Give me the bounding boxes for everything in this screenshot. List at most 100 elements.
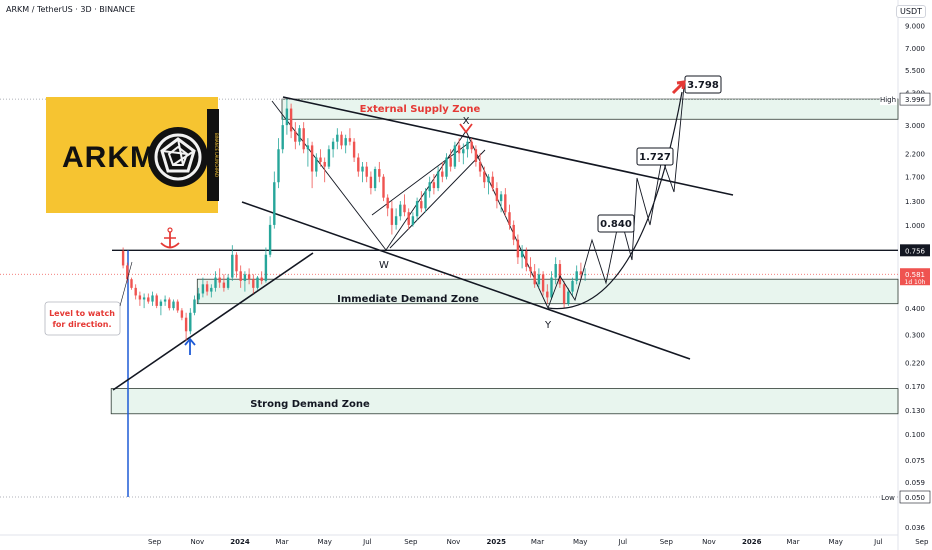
level-callout-line-2: for direction. xyxy=(52,320,111,329)
candle-body xyxy=(256,277,259,288)
candle-body xyxy=(126,265,129,280)
candle-body xyxy=(462,149,465,154)
y-tick-label: 1.300 xyxy=(905,198,925,206)
price-label-value: 0.756 xyxy=(905,247,926,255)
projection-curve xyxy=(547,91,683,310)
y-tick-label: 0.300 xyxy=(905,331,925,339)
candle-body xyxy=(411,216,415,225)
y-tick-label: 5.500 xyxy=(905,67,925,75)
y-tick-label: 0.036 xyxy=(905,524,926,532)
candle-body xyxy=(365,166,368,177)
candle-body xyxy=(449,157,452,167)
candle-body xyxy=(231,254,234,278)
candle-body xyxy=(218,277,221,283)
candle-body xyxy=(390,208,394,225)
candle-body xyxy=(155,295,158,306)
candle-body xyxy=(546,291,549,298)
candle-body xyxy=(361,166,364,172)
x-tick-label: 2025 xyxy=(486,538,506,546)
blue-up-arrow-icon xyxy=(184,337,196,355)
candle-body xyxy=(441,171,444,177)
candle-body xyxy=(525,251,528,267)
price-tag-bg xyxy=(880,492,897,503)
candle-body xyxy=(352,141,356,158)
x-tick-label: Nov xyxy=(190,538,204,546)
candle-body xyxy=(340,134,343,146)
y-tick-label: 1.700 xyxy=(905,174,925,182)
x-tick-label: May xyxy=(828,538,842,546)
candle-body xyxy=(369,176,373,189)
target-label: 0.840 xyxy=(600,219,632,230)
price-label-value: 0.050 xyxy=(905,494,925,502)
price-tag-bg xyxy=(880,94,897,106)
candle-body xyxy=(579,271,583,275)
level-callout-line-1: Level to watch xyxy=(49,309,115,318)
candle-body xyxy=(483,171,486,183)
candle-body xyxy=(478,161,482,172)
currency-button[interactable]: USDT xyxy=(896,5,926,18)
candle-body xyxy=(151,295,154,302)
candle-body xyxy=(226,277,230,288)
candle-body xyxy=(138,295,142,300)
candle-body xyxy=(554,264,557,278)
candle-body xyxy=(348,138,352,142)
candle-body xyxy=(529,266,532,272)
candle-body xyxy=(537,274,541,285)
candle-body xyxy=(403,204,406,213)
candle-body xyxy=(201,284,205,294)
candle-body xyxy=(331,141,335,150)
arkm-emblem-icon xyxy=(148,127,208,187)
candle-body xyxy=(386,197,389,209)
y-tick-label: 0.100 xyxy=(905,431,925,439)
y-tick-label: 7.000 xyxy=(905,45,925,53)
y-tick-label: 3.000 xyxy=(905,122,925,130)
candle-body xyxy=(142,297,146,300)
candle-body xyxy=(504,194,507,213)
y-tick-label: 0.059 xyxy=(905,479,925,487)
y-tick-label: 0.130 xyxy=(905,407,925,415)
candle-body xyxy=(327,149,331,167)
x-tick-label: 2026 xyxy=(742,538,762,546)
logo-side-text: BINANCE LAUNCHPAD xyxy=(207,109,219,201)
annotation-strong-demand: Strong Demand Zone xyxy=(250,399,370,410)
x-tick-label: Jul xyxy=(873,538,883,546)
candle-body xyxy=(172,301,175,309)
trendline-5 xyxy=(385,130,467,251)
zone-1 xyxy=(281,98,899,120)
price-tag-label: Low xyxy=(881,494,895,502)
candle-body xyxy=(235,254,238,272)
candle-body xyxy=(445,157,448,177)
candle-body xyxy=(562,284,566,304)
candle-body xyxy=(210,287,213,292)
level-callout-pointer xyxy=(119,261,133,307)
price-label-box xyxy=(899,490,931,504)
x-tick-label: May xyxy=(317,538,331,546)
candle-body xyxy=(466,141,469,150)
candle-body xyxy=(344,138,347,146)
logo-text: ARKM xyxy=(62,141,156,174)
y-tick-label: 2.200 xyxy=(905,150,925,158)
candle-body xyxy=(382,176,385,198)
anchor-arms xyxy=(160,242,180,249)
candle-body xyxy=(378,169,381,177)
candle-body xyxy=(239,271,242,281)
candle-body xyxy=(567,291,570,304)
candle-body xyxy=(474,149,478,162)
candle-body xyxy=(193,299,196,313)
candle-body xyxy=(520,251,524,258)
candle-body xyxy=(541,274,545,292)
red-down-arrow-icon xyxy=(459,123,473,134)
price-label-box xyxy=(900,244,930,257)
candle-body xyxy=(516,239,520,258)
x-tick-label: May xyxy=(573,538,587,546)
candle-body xyxy=(159,301,163,306)
candle-body xyxy=(457,145,461,154)
candle-body xyxy=(428,182,431,192)
candle-body xyxy=(189,312,192,332)
wave-label-y: Y xyxy=(544,320,552,331)
y-tick-label: 0.400 xyxy=(905,305,925,313)
y-tick-label: 0.170 xyxy=(905,383,925,391)
candle-body xyxy=(420,201,423,209)
